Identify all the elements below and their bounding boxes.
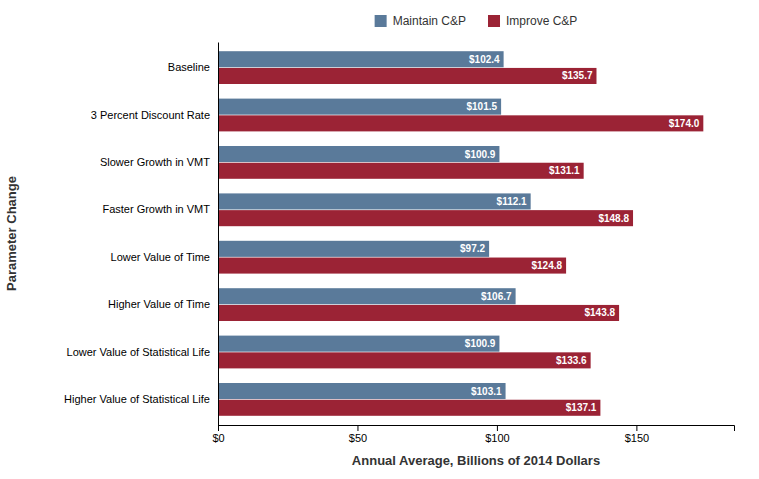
x-tick-label: $0 <box>212 432 224 444</box>
x-tick: $100 <box>485 425 509 444</box>
legend-label: Maintain C&P <box>393 14 466 28</box>
legend-label: Improve C&P <box>506 14 577 28</box>
bar <box>218 336 499 352</box>
data-label: $131.1 <box>549 165 580 176</box>
x-tick: $150 <box>625 425 649 444</box>
data-label: $106.7 <box>481 291 512 302</box>
y-tick: Higher Value of Statistical Life <box>64 393 210 405</box>
y-axis-title: Parameter Change <box>4 176 19 291</box>
bar <box>218 241 489 257</box>
legend-item: Maintain C&P <box>375 14 466 28</box>
x-tick-label: $100 <box>485 432 509 444</box>
bar <box>218 400 600 416</box>
y-tick-label: Lower Value of Statistical Life <box>67 346 210 358</box>
x-axis-title: Annual Average, Billions of 2014 Dollars <box>352 453 600 468</box>
x-axis: $0 $50 $100 $150 <box>212 425 734 444</box>
y-tick-label: Higher Value of Time <box>108 298 210 310</box>
bar <box>218 352 591 368</box>
bar <box>218 383 506 399</box>
x-axis-line <box>219 426 735 432</box>
y-tick-label: Higher Value of Statistical Life <box>64 393 210 405</box>
bar <box>218 99 501 115</box>
data-label: $112.1 <box>497 196 527 207</box>
chart: $102.4 $101.5 $100.9 $112.1 $97.2 $106.7 $100.… <box>0 0 759 479</box>
x-tick: $50 <box>349 425 367 444</box>
bar <box>218 258 566 274</box>
y-tick-label: Lower Value of Time <box>111 251 210 263</box>
bar <box>218 210 633 226</box>
y-tick: Faster Growth in VMT <box>102 203 210 215</box>
bar <box>218 146 499 162</box>
data-label: $148.8 <box>598 213 629 224</box>
x-tick: $0 <box>212 425 224 444</box>
bar <box>218 288 516 304</box>
data-label: $143.8 <box>584 307 615 318</box>
legend-swatch <box>488 15 500 27</box>
x-tick-label: $50 <box>349 432 367 444</box>
y-tick-label: Baseline <box>168 61 210 73</box>
data-labels: $102.4 $101.5 $100.9 $112.1 $97.2 $106.7 $100.… <box>460 54 700 414</box>
x-tick-label: $150 <box>625 432 649 444</box>
data-label: $101.5 <box>467 101 498 112</box>
legend-item: Improve C&P <box>488 14 577 28</box>
data-label: $135.7 <box>562 70 593 81</box>
y-axis-line <box>218 43 219 426</box>
y-tick: Baseline <box>168 61 210 73</box>
y-tick-label: 3 Percent Discount Rate <box>91 109 210 121</box>
bar <box>218 115 703 131</box>
data-label: $100.9 <box>465 149 496 160</box>
y-tick-label: Slower Growth in VMT <box>100 156 210 168</box>
bar-series <box>218 68 703 416</box>
data-label: $124.8 <box>531 260 562 271</box>
data-label: $174.0 <box>669 118 700 129</box>
x-tick-mark <box>218 425 219 431</box>
data-label: $133.6 <box>556 355 587 366</box>
y-tick: Slower Growth in VMT <box>100 156 210 168</box>
x-tick-mark <box>636 425 637 431</box>
bar <box>218 68 596 84</box>
data-label: $102.4 <box>469 54 500 65</box>
bar <box>218 163 584 179</box>
bar <box>218 193 531 209</box>
x-tick-mark <box>497 425 498 431</box>
y-tick: 3 Percent Discount Rate <box>91 109 210 121</box>
chart-container: $102.4 $101.5 $100.9 $112.1 $97.2 $106.7 $100.… <box>0 0 759 479</box>
y-tick-label: Faster Growth in VMT <box>102 203 210 215</box>
bar <box>218 305 619 321</box>
y-tick: Lower Value of Statistical Life <box>67 346 210 358</box>
data-label: $100.9 <box>465 338 496 349</box>
data-label: $103.1 <box>471 386 502 397</box>
bars <box>218 51 703 416</box>
y-tick: Higher Value of Time <box>108 298 210 310</box>
y-tick: Lower Value of Time <box>111 251 210 263</box>
y-axis: Baseline 3 Percent Discount Rate Slower Gr… <box>64 43 218 426</box>
x-tick-mark <box>357 425 358 431</box>
bar <box>218 51 504 67</box>
legend-swatch <box>375 15 387 27</box>
data-label: $97.2 <box>460 243 485 254</box>
legend: Maintain C&P Improve C&P <box>375 14 578 28</box>
data-label: $137.1 <box>566 402 597 413</box>
